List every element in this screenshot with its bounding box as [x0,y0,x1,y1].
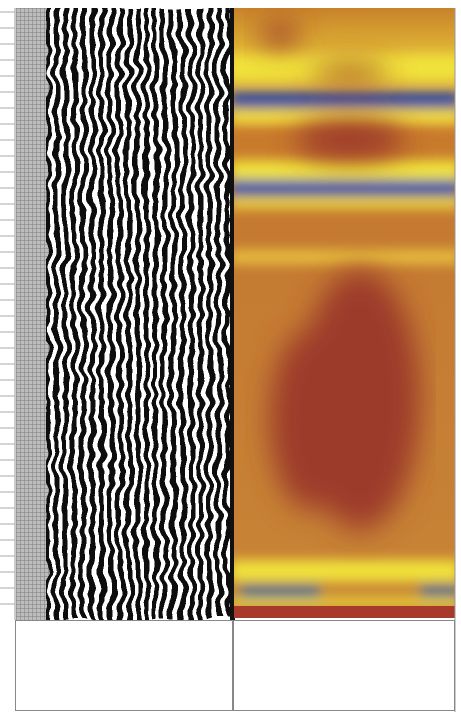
seismic-panel [46,8,234,620]
footer-boxes [15,620,455,711]
divider [230,8,235,620]
ruler-ticks [0,11,15,605]
image-panel [234,8,455,618]
